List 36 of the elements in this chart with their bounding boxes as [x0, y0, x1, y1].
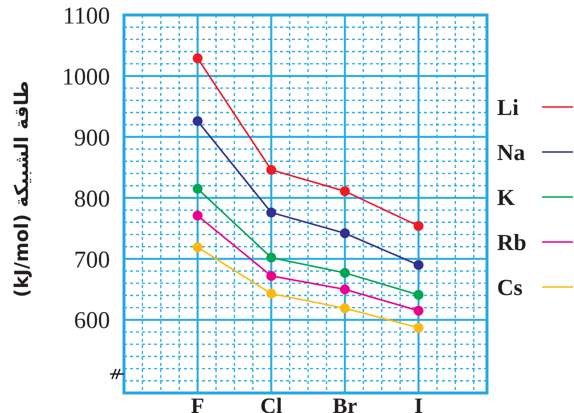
point [340, 284, 350, 294]
point [340, 268, 350, 278]
point [414, 220, 424, 231]
y-tick-label: 1000 [62, 64, 110, 90]
x-tick-label: Br [332, 393, 358, 413]
point [340, 303, 350, 314]
legend-label: Cs [497, 275, 523, 300]
legend-label: Li [497, 95, 520, 120]
x-tick-label: F [190, 393, 204, 413]
y-tick-label: 900 [74, 125, 110, 152]
y-tick-label: 600 [74, 308, 110, 334]
legend-label: K [497, 185, 515, 210]
x-tick-label: I [414, 393, 423, 413]
point [414, 322, 424, 333]
y-tick-label: 700 [74, 247, 110, 274]
y-axis-title: طاقة الشبيكة (kJ/mol) [11, 80, 33, 298]
point [266, 252, 276, 263]
point [414, 290, 424, 300]
point [192, 242, 203, 252]
point [414, 260, 424, 270]
point [266, 164, 276, 175]
point [414, 306, 424, 316]
point [266, 270, 276, 281]
point [192, 53, 203, 64]
y-tick-label: 1100 [62, 3, 110, 30]
point [192, 210, 203, 221]
point [340, 228, 350, 238]
point [192, 184, 203, 194]
y-tick-label: 800 [74, 186, 110, 212]
point [266, 288, 276, 299]
legend-label: Rb [497, 230, 526, 256]
point [340, 186, 350, 196]
point [266, 208, 276, 218]
legend-label: Na [497, 140, 526, 166]
point [192, 116, 203, 126]
x-tick-label: Cl [260, 393, 282, 413]
